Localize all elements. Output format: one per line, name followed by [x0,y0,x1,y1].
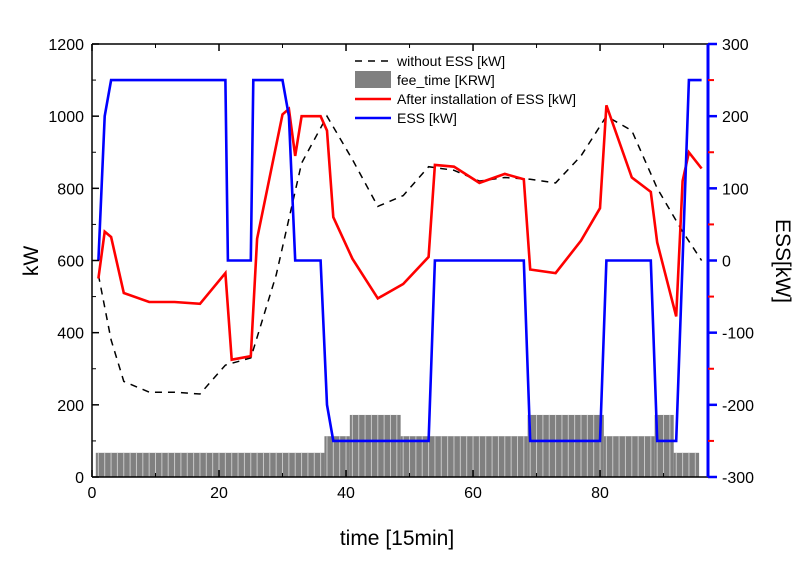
legend-label-after-ess: After installation of ESS [kW] [397,91,576,107]
fee-time-bar [603,436,655,477]
x-tick-label: 20 [210,485,228,502]
y-axis-label-left: kW [20,246,43,277]
y-tick-label-right: -100 [722,326,754,343]
y-axis-label-right: ESS[kW] [771,219,794,303]
y-tick-label-right: -200 [722,398,754,415]
legend-label-without-ess: without ESS [kW] [396,53,505,69]
x-tick-label: 60 [464,485,482,502]
x-tick-label: 0 [88,485,97,502]
y-tick-label-left: 800 [57,181,84,198]
y-tick-label-left: 400 [57,326,84,343]
y-tick-label-right: 0 [722,254,731,271]
y-tick-label-left: 1000 [48,109,84,126]
x-axis-label: time [15min] [340,527,454,550]
fee-time-bar [400,436,528,477]
axes: 0 20 40 60 80020040060080010001200-300-200-1… [48,37,754,502]
series-lines [97,78,703,443]
x-tick-label: 40 [337,485,355,502]
y-tick-label-left: 0 [75,470,84,487]
series-line-after-ess [97,104,703,362]
series-line-ess [97,78,702,443]
legend-label-ess: ESS [kW] [397,110,457,126]
fee-time-bar [654,414,674,477]
y-tick-label-left: 1200 [48,37,84,54]
y-tick-label-left: 200 [57,398,84,415]
fee-time-bar [527,414,604,477]
x-tick-label: 80 [591,485,609,502]
legend-label-fee: fee_time [KRW] [397,72,495,88]
y-tick-label-left: 600 [57,254,84,271]
fee-time-bar [349,414,401,477]
y-tick-label-right: 100 [722,181,749,198]
y-tick-label-right: 200 [722,109,749,126]
fee-time-bars [95,414,700,477]
legend-swatch-fee [355,71,391,88]
fee-time-bar [95,452,325,477]
y-tick-label-right: -300 [722,470,754,487]
y-tick-label-right: 300 [722,37,749,54]
series-line-without-ess [97,114,703,395]
legend: without ESS [kW] fee_time [KRW] After inst… [355,53,576,126]
